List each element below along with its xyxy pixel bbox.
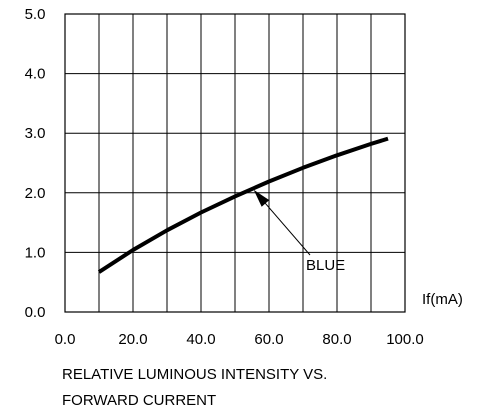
y-tick-label: 4.0: [25, 66, 46, 83]
series-layer: [97, 136, 389, 274]
chart-caption-line-2: FORWARD CURRENT: [62, 392, 216, 409]
y-tick-label: 1.0: [25, 244, 46, 261]
grid: [64, 13, 406, 313]
x-tick-label: 20.0: [118, 331, 147, 348]
x-tick-label: 100.0: [386, 331, 424, 348]
x-tick-label: 0.0: [55, 331, 76, 348]
x-tick-label: 60.0: [254, 331, 283, 348]
annotation-arrowhead: [253, 189, 270, 207]
annotation-label-blue: BLUE: [306, 257, 345, 274]
x-tick-label: 80.0: [322, 331, 351, 348]
series-line-blue: [97, 136, 389, 274]
chart-caption-line-1: RELATIVE LUMINOUS INTENSITY VS.: [62, 366, 327, 383]
x-tick-label: 40.0: [186, 331, 215, 348]
tick-labels: 0.0 1.0 2.0 3.0 4.0 5.0 0.0 20.0 40.0 60.0 80.0 100…: [25, 6, 424, 348]
y-tick-label: 0.0: [25, 304, 46, 321]
y-tick-label: 3.0: [25, 125, 46, 142]
y-tick-label: 2.0: [25, 185, 46, 202]
annotation-leader-line: [259, 196, 311, 256]
x-axis-label: If(mA): [422, 291, 463, 308]
annotation-layer: BLUE: [253, 189, 345, 274]
y-tick-label: 5.0: [25, 6, 46, 23]
plot-frame: [64, 13, 406, 313]
